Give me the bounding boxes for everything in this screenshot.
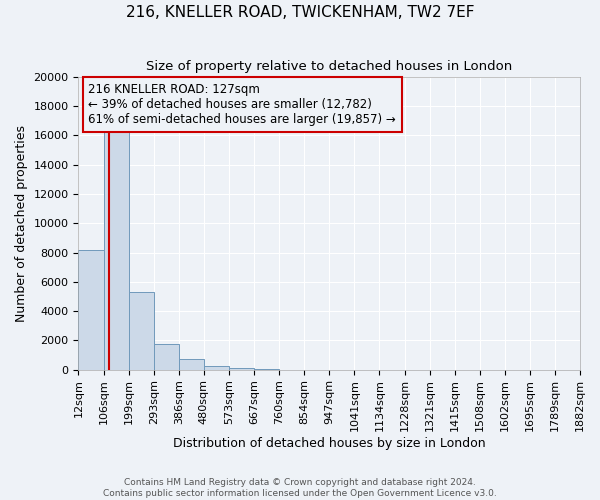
- Bar: [179, 360, 204, 370]
- Bar: [254, 369, 279, 370]
- Bar: [204, 366, 229, 370]
- Title: Size of property relative to detached houses in London: Size of property relative to detached ho…: [146, 60, 512, 73]
- Bar: [79, 250, 104, 370]
- Bar: [154, 344, 179, 370]
- Bar: [229, 368, 254, 370]
- Text: 216, KNELLER ROAD, TWICKENHAM, TW2 7EF: 216, KNELLER ROAD, TWICKENHAM, TW2 7EF: [126, 5, 474, 20]
- Text: 216 KNELLER ROAD: 127sqm
← 39% of detached houses are smaller (12,782)
61% of se: 216 KNELLER ROAD: 127sqm ← 39% of detach…: [88, 83, 396, 126]
- Bar: [128, 292, 154, 370]
- Bar: [104, 128, 128, 370]
- X-axis label: Distribution of detached houses by size in London: Distribution of detached houses by size …: [173, 437, 485, 450]
- Text: Contains HM Land Registry data © Crown copyright and database right 2024.
Contai: Contains HM Land Registry data © Crown c…: [103, 478, 497, 498]
- Y-axis label: Number of detached properties: Number of detached properties: [15, 125, 28, 322]
